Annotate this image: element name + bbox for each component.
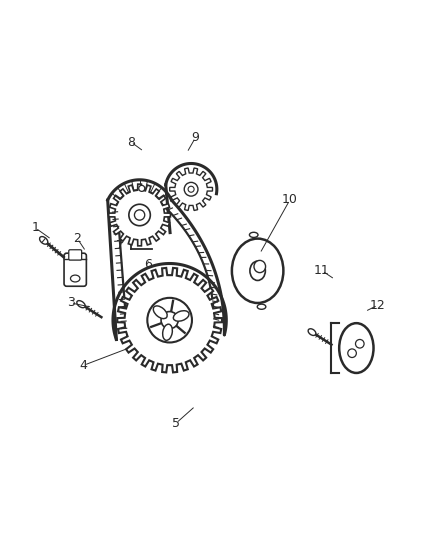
Ellipse shape bbox=[71, 275, 80, 282]
FancyBboxPatch shape bbox=[64, 253, 86, 286]
Ellipse shape bbox=[250, 261, 265, 280]
Text: 8: 8 bbox=[127, 135, 135, 149]
Text: 11: 11 bbox=[314, 264, 330, 277]
Text: 7: 7 bbox=[116, 239, 124, 252]
Text: 5: 5 bbox=[172, 417, 180, 430]
Circle shape bbox=[184, 182, 198, 196]
Circle shape bbox=[139, 185, 145, 191]
Ellipse shape bbox=[39, 237, 48, 244]
Circle shape bbox=[134, 210, 145, 220]
Text: 10: 10 bbox=[282, 193, 298, 206]
Text: 1: 1 bbox=[32, 221, 39, 235]
FancyBboxPatch shape bbox=[69, 250, 81, 260]
Polygon shape bbox=[109, 184, 170, 246]
Ellipse shape bbox=[254, 261, 265, 272]
Ellipse shape bbox=[173, 311, 189, 321]
Circle shape bbox=[356, 340, 364, 348]
Text: 12: 12 bbox=[370, 298, 386, 312]
Circle shape bbox=[129, 204, 150, 225]
Ellipse shape bbox=[249, 232, 258, 237]
Ellipse shape bbox=[257, 304, 266, 309]
Circle shape bbox=[348, 349, 357, 358]
Ellipse shape bbox=[162, 324, 173, 340]
Ellipse shape bbox=[308, 329, 316, 335]
Text: 6: 6 bbox=[144, 258, 152, 271]
Polygon shape bbox=[170, 168, 212, 211]
Circle shape bbox=[188, 186, 194, 192]
Circle shape bbox=[161, 312, 178, 329]
Ellipse shape bbox=[232, 239, 283, 303]
Text: 9: 9 bbox=[191, 131, 199, 144]
Ellipse shape bbox=[153, 306, 167, 319]
Circle shape bbox=[147, 298, 192, 343]
Ellipse shape bbox=[77, 301, 85, 308]
Polygon shape bbox=[117, 268, 222, 373]
Text: 3: 3 bbox=[67, 296, 75, 310]
Text: 4: 4 bbox=[80, 359, 88, 372]
Text: 2: 2 bbox=[74, 232, 81, 245]
Ellipse shape bbox=[339, 323, 374, 373]
